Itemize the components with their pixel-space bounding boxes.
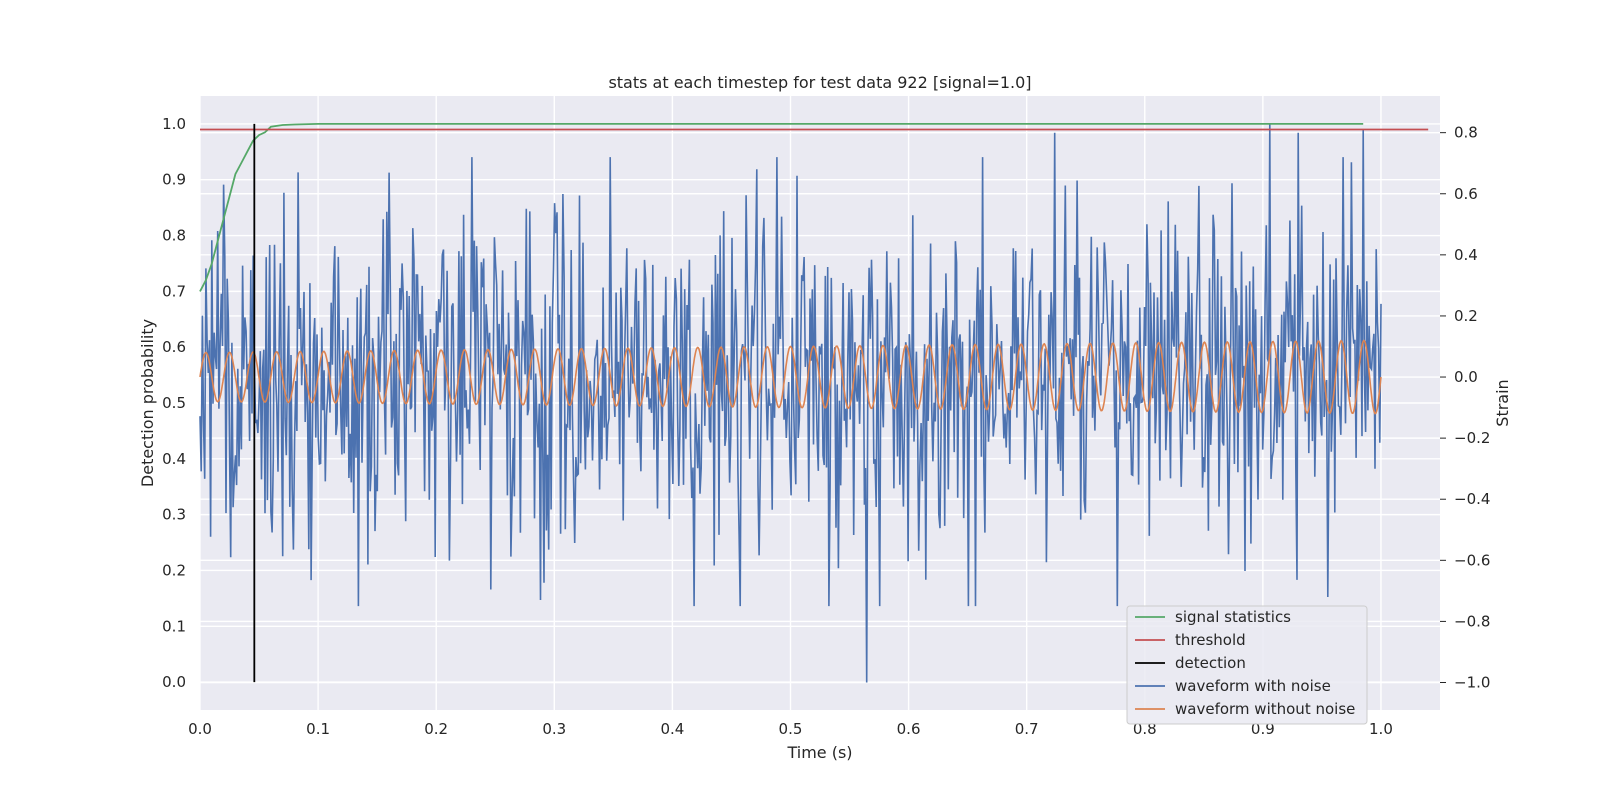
right-y-tick-label: 0.8	[1454, 124, 1478, 142]
waveform-with-noise-line	[199, 123, 1382, 683]
chart-title: stats at each timestep for test data 922…	[608, 73, 1031, 92]
left-y-tick-label: 0.5	[162, 394, 186, 412]
right-y-tick-label: 0.2	[1454, 307, 1478, 325]
left-y-tick-label: 0.4	[162, 450, 186, 468]
x-tick-label: 0.1	[306, 720, 330, 738]
x-tick-label: 0.4	[660, 720, 684, 738]
left-y-tick-label: 0.0	[162, 673, 186, 691]
x-tick-label: 0.2	[424, 720, 448, 738]
left-y-tick-label: 1.0	[162, 115, 186, 133]
right-y-axis-label: Strain	[1493, 379, 1512, 426]
left-y-tick-label: 0.8	[162, 227, 186, 245]
legend-label: waveform without noise	[1175, 700, 1355, 718]
right-y-tick-label: 0.6	[1454, 185, 1478, 203]
series-group	[199, 123, 1429, 683]
legend-label: signal statistics	[1175, 608, 1291, 626]
x-tick-label: 0.0	[188, 720, 212, 738]
x-axis-ticks: 0.0 0.1 0.2 0.3 0.4 0.5 0.6 0.7 0.8 0.9 1.0	[188, 720, 1393, 738]
right-y-tick-label: 0.0	[1454, 368, 1478, 386]
right-y-tick-label: −0.8	[1454, 612, 1490, 630]
x-tick-label: 0.3	[542, 720, 566, 738]
right-y-tick-label: −0.6	[1454, 551, 1490, 569]
legend: signal statistics threshold detection wavef…	[1126, 605, 1368, 725]
left-y-tick-label: 0.1	[162, 617, 186, 635]
left-y-tick-label: 0.3	[162, 506, 186, 524]
legend-label: waveform with noise	[1175, 677, 1331, 695]
legend-box	[1126, 605, 1368, 725]
legend-label: detection	[1175, 654, 1246, 672]
left-y-axis-label: Detection probability	[138, 319, 157, 487]
right-y-axis-ticks: −1.0 −0.8 −0.6 −0.4 −0.2 0.0 0.2 0.4 0.6 0.8	[1440, 124, 1490, 692]
x-tick-label: 0.7	[1015, 720, 1039, 738]
left-y-tick-label: 0.7	[162, 282, 186, 300]
waveform-without-noise-line	[199, 339, 1382, 415]
left-y-tick-label: 0.6	[162, 338, 186, 356]
right-y-tick-label: 0.4	[1454, 246, 1478, 264]
left-y-tick-label: 0.9	[162, 171, 186, 189]
right-y-tick-label: −1.0	[1454, 674, 1490, 692]
left-y-axis-ticks: 0.0 0.1 0.2 0.3 0.4 0.5 0.6 0.7 0.8 0.9 1.0	[162, 115, 186, 691]
left-y-tick-label: 0.2	[162, 561, 186, 579]
right-y-tick-label: −0.4	[1454, 490, 1490, 508]
legend-label: threshold	[1175, 631, 1246, 649]
x-tick-label: 0.5	[779, 720, 803, 738]
right-y-tick-label: −0.2	[1454, 429, 1490, 447]
x-tick-label: 0.6	[897, 720, 921, 738]
x-axis-label: Time (s)	[786, 743, 852, 762]
signal-statistics-line	[199, 123, 1364, 292]
x-tick-label: 1.0	[1369, 720, 1393, 738]
